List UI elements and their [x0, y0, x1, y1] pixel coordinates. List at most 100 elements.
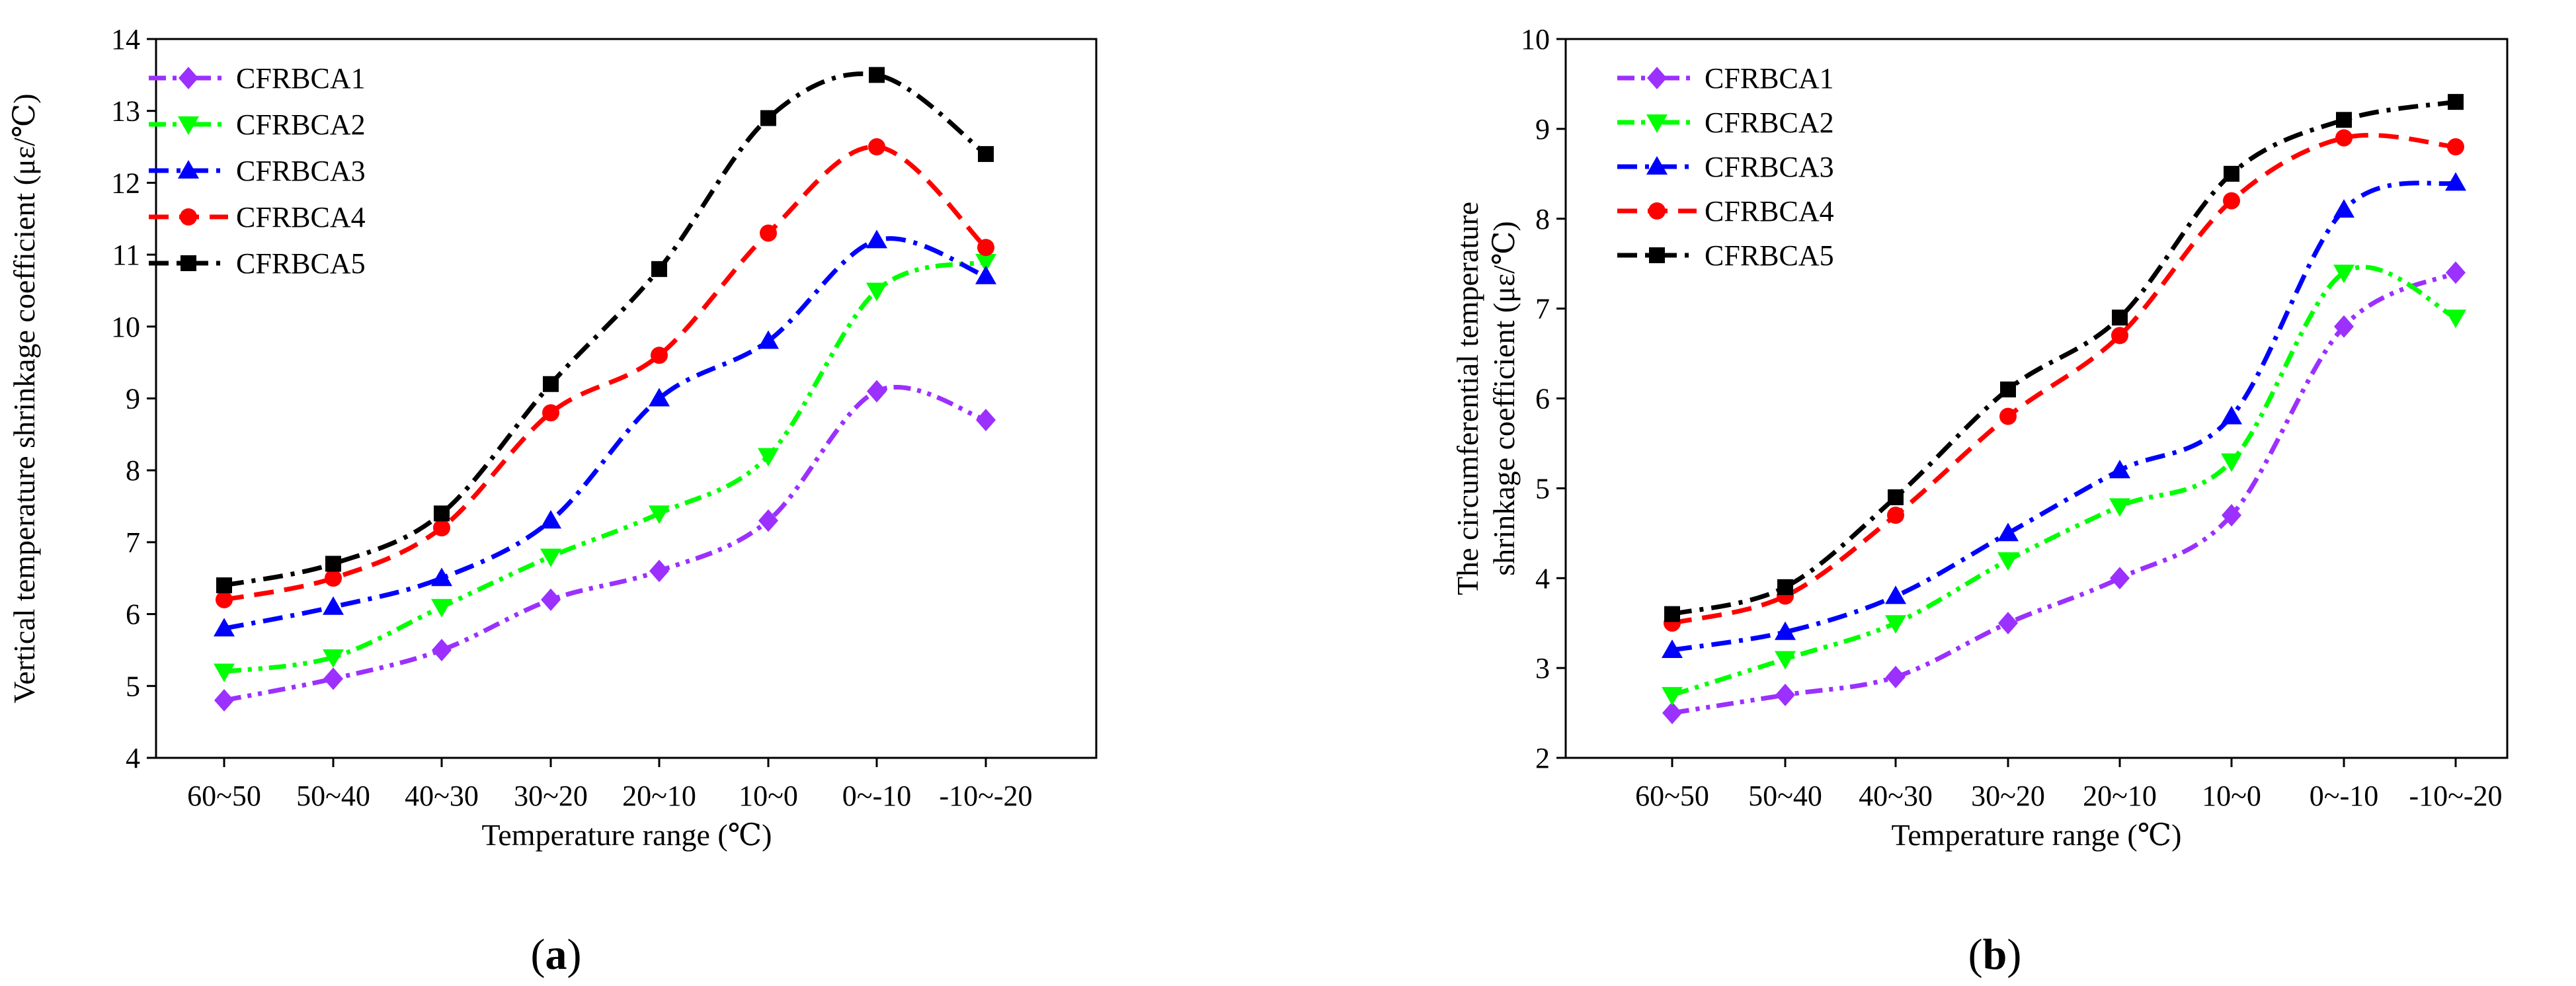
data-point — [1885, 615, 1906, 634]
data-point — [649, 505, 670, 524]
data-point — [978, 145, 994, 162]
legend-label: CFRBCA4 — [236, 201, 366, 233]
legend-label: CFRBCA5 — [1705, 239, 1834, 272]
data-point — [2445, 309, 2466, 329]
data-point — [866, 229, 887, 249]
data-point — [760, 110, 776, 126]
legend-marker — [1646, 156, 1668, 175]
data-point — [431, 567, 452, 587]
data-point — [976, 409, 996, 432]
data-point — [975, 265, 996, 284]
data-point — [1888, 489, 1904, 505]
legend-marker — [1649, 247, 1665, 263]
y-axis-label-line: The circumferential temperature — [1451, 202, 1484, 595]
data-point — [214, 618, 235, 637]
panel-label: (a) — [531, 930, 582, 979]
series-line — [223, 144, 988, 602]
data-point — [651, 347, 668, 364]
plot-frame — [155, 38, 1098, 759]
x-tick-label: -10~-20 — [939, 780, 1032, 812]
data-point — [651, 261, 667, 277]
legend-marker — [1648, 202, 1666, 220]
data-point — [2222, 504, 2241, 527]
data-point — [2336, 112, 2352, 128]
legend-marker — [181, 255, 196, 271]
series-line — [223, 236, 987, 631]
data-point — [2221, 405, 2242, 425]
data-point — [2109, 460, 2130, 479]
y-tick-label: 14 — [111, 23, 140, 56]
y-tick-label: 6 — [126, 598, 140, 631]
series-line — [1671, 132, 2456, 626]
data-point — [1997, 522, 2019, 542]
x-axis-label: Temperature range (℃) — [1892, 818, 2182, 852]
legend-marker — [180, 208, 197, 226]
data-point — [325, 555, 341, 572]
data-point — [1997, 552, 2019, 571]
data-point — [1775, 621, 1796, 640]
data-point — [1999, 407, 2017, 425]
y-tick-label: 2 — [1535, 742, 1550, 774]
y-tick-label: 9 — [126, 383, 140, 415]
data-point — [2111, 327, 2128, 345]
legend-label: CFRBCA3 — [236, 155, 366, 187]
data-point — [325, 569, 342, 587]
legend-marker — [178, 116, 199, 135]
y-tick-label: 10 — [111, 311, 140, 343]
legend-label: CFRBCA1 — [236, 62, 366, 95]
legend-label: CFRBCA2 — [236, 108, 366, 141]
data-point — [758, 509, 778, 532]
chart-panel-a: 4 5 6 7 8 9 10 11 12 13 14 60~50 50~40 40~30 30~20 20~1… — [7, 23, 1098, 979]
data-point — [323, 667, 343, 690]
data-point — [869, 67, 885, 83]
y-axis-label-line: shrinkage coefficient (με/℃) — [1487, 221, 1521, 576]
x-tick-label: 30~20 — [1971, 780, 2045, 812]
data-point — [2446, 261, 2466, 284]
data-point — [649, 388, 670, 407]
data-point — [1998, 612, 2018, 635]
legend-marker — [1647, 67, 1667, 89]
chart-panel-b: 2 3 4 5 6 7 8 9 10 60~50 50~40 40~30 30~20 20~10 10~0 0… — [1451, 23, 2509, 979]
data-point — [434, 505, 450, 522]
y-tick-label: 5 — [1535, 472, 1550, 505]
x-tick-label: -10~-20 — [2409, 780, 2502, 812]
x-tick-label: 50~40 — [1748, 780, 1822, 812]
data-point — [1886, 665, 1906, 688]
legend-marker — [178, 160, 199, 179]
y-tick-label: 6 — [1535, 383, 1550, 415]
legend-marker — [1646, 114, 1668, 133]
data-point — [2333, 199, 2355, 218]
data-point — [868, 138, 885, 156]
series-line — [1671, 99, 2456, 617]
x-tick-label: 40~30 — [405, 780, 479, 812]
data-point — [2333, 265, 2355, 284]
data-point — [2221, 453, 2242, 472]
data-point — [867, 380, 887, 403]
legend-label: CFRBCA3 — [1705, 151, 1834, 183]
data-point — [214, 689, 234, 712]
series-line — [223, 71, 988, 588]
series-CFRBCA5 — [1664, 94, 2464, 622]
data-point — [649, 559, 669, 583]
data-point — [1887, 507, 1904, 524]
y-tick-label: 7 — [1535, 293, 1550, 325]
y-tick-label: 9 — [1535, 113, 1550, 145]
data-point — [216, 591, 233, 608]
data-point — [1662, 639, 1683, 658]
data-point — [323, 596, 344, 615]
x-tick-label: 20~10 — [622, 780, 696, 812]
x-tick-label: 60~50 — [187, 780, 261, 812]
series-CFRBCA1 — [214, 380, 996, 712]
y-axis-label: Vertical temperature shrinkage coefficie… — [7, 93, 41, 703]
data-point — [323, 649, 344, 668]
data-point — [1662, 702, 1682, 725]
data-point — [543, 376, 559, 392]
data-point — [2112, 309, 2128, 326]
data-point — [866, 282, 887, 302]
data-point — [1664, 606, 1680, 622]
data-point — [977, 239, 994, 257]
data-point — [2335, 129, 2353, 147]
x-tick-label: 40~30 — [1859, 780, 1933, 812]
series-CFRBCA1 — [1662, 261, 2466, 725]
